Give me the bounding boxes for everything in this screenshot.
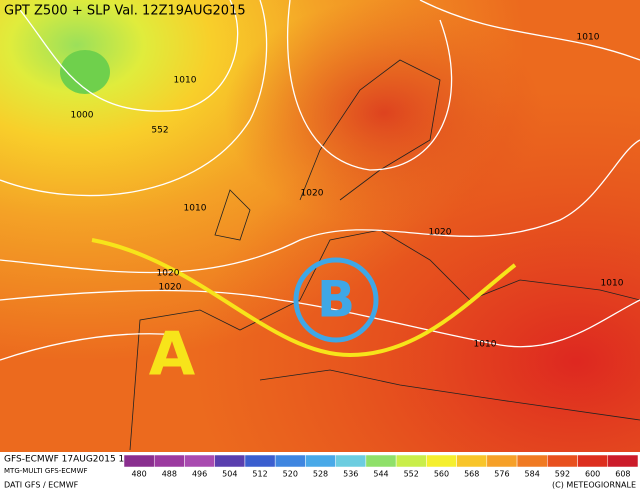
legend-label: 600: [585, 470, 600, 479]
legend-label: 504: [222, 470, 237, 479]
legend-swatch: [274, 454, 306, 468]
contour-label: 1010: [174, 76, 197, 86]
legend-swatch: [335, 454, 367, 468]
legend-swatch: [365, 454, 397, 468]
legend-swatch: [456, 454, 488, 468]
contour-label: 1010: [601, 279, 624, 289]
legend-swatch: [516, 454, 548, 468]
low-marker: [293, 257, 379, 343]
contour-label: 1010: [474, 340, 497, 350]
legend-label: 560: [434, 470, 449, 479]
legend-swatch: [547, 454, 578, 468]
legend-label: 536: [343, 470, 358, 479]
legend-swatch: [486, 454, 518, 468]
legend-swatch: [244, 454, 276, 468]
legend-label: 608: [615, 470, 630, 479]
legend-label: 584: [525, 470, 540, 479]
legend-label: 512: [252, 470, 267, 479]
contour-label: 1020: [157, 269, 180, 279]
legend-swatch: [395, 454, 427, 468]
coastlines: [129, 59, 640, 451]
contour-label: 1010: [577, 33, 600, 43]
legend-swatch: [184, 454, 215, 468]
contour-label: 1020: [429, 228, 452, 238]
copyright: (C) METEOGIORNALE: [552, 481, 636, 490]
contour-label: 552: [151, 126, 168, 136]
model-info: MTG-MULTI GFS-ECMWF: [4, 467, 88, 475]
legend-label: 496: [192, 470, 207, 479]
legend-swatch: [153, 454, 185, 468]
legend-label: 480: [131, 470, 146, 479]
legend-label: 568: [464, 470, 479, 479]
ridge-axis: [91, 238, 517, 358]
legend-label: 552: [404, 470, 419, 479]
run-info: GFS-ECMWF 17AUG2015 12Z: [4, 455, 136, 465]
legend-swatch: [123, 454, 155, 468]
low-label: B: [317, 271, 355, 329]
legend-label: 488: [162, 470, 177, 479]
legend-label: 544: [373, 470, 388, 479]
legend-label: 528: [313, 470, 328, 479]
legend-swatch: [577, 454, 609, 468]
low-core: [60, 50, 110, 94]
legend-label: 592: [555, 470, 570, 479]
contour-label: 1020: [159, 283, 182, 293]
legend-swatch: [214, 454, 246, 468]
legend-swatch: [426, 454, 457, 468]
contour-label: 1010: [184, 204, 207, 214]
isobars: [0, 0, 640, 360]
legend-swatch: [607, 454, 639, 468]
high-label: A: [149, 320, 196, 390]
source-info: DATI GFS / ECMWF: [4, 481, 79, 490]
legend-label: 520: [283, 470, 298, 479]
title: GPT Z500 + SLP Val. 12Z19AUG2015: [4, 4, 246, 19]
legend-swatch: [305, 454, 336, 468]
contour-label: 1020: [301, 189, 324, 199]
legend-label: 576: [494, 470, 509, 479]
contour-label: 1000: [71, 111, 94, 121]
